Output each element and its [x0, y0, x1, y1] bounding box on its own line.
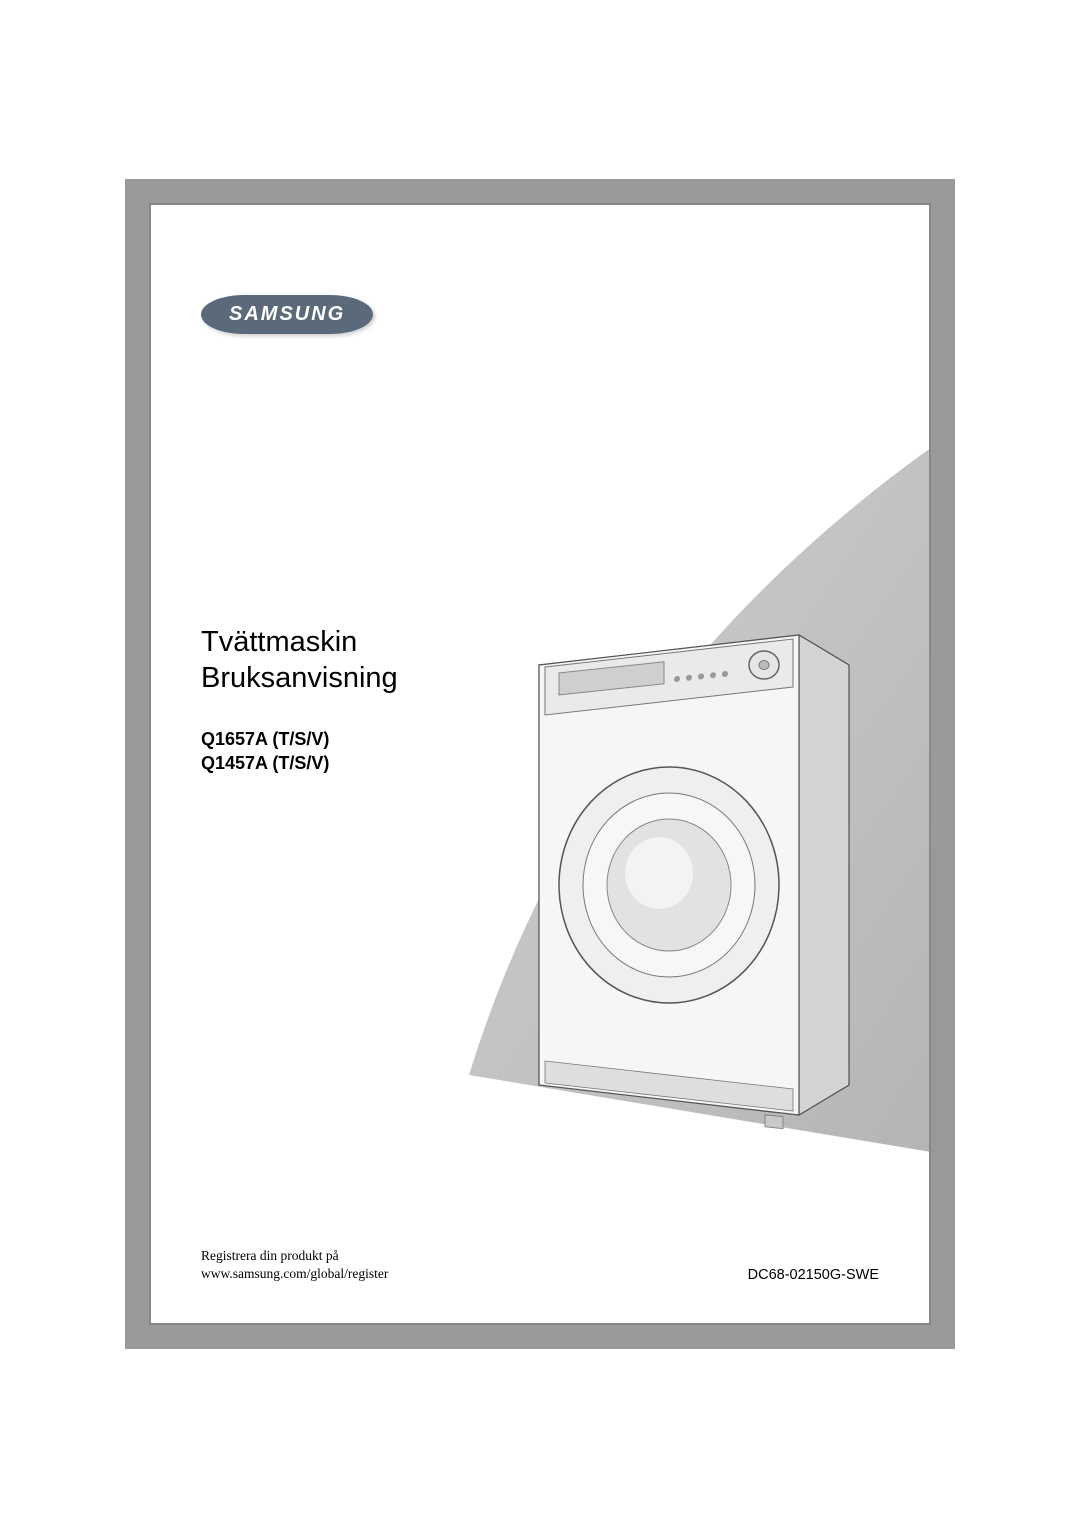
title-line-2: Bruksanvisning [201, 660, 889, 696]
footer-register-url: www.samsung.com/global/register [201, 1265, 388, 1283]
title-line-1: Tvättmaskin [201, 624, 889, 660]
model-numbers-block: Q1657A (T/S/V) Q1457A (T/S/V) [201, 727, 889, 776]
footer-register-block: Registrera din produkt på www.samsung.co… [201, 1247, 388, 1283]
model-line-1: Q1657A (T/S/V) [201, 727, 889, 751]
footer: Registrera din produkt på www.samsung.co… [191, 1247, 889, 1293]
model-line-2: Q1457A (T/S/V) [201, 751, 889, 775]
content-layer: SAMSUNG Tvättmaskin Bruksanvisning Q1657… [191, 255, 889, 1293]
footer-doc-code: DC68-02150G-SWE [748, 1267, 879, 1283]
document-title-block: Tvättmaskin Bruksanvisning [201, 624, 889, 697]
footer-register-label: Registrera din produkt på [201, 1247, 388, 1265]
document-outer-frame: SAMSUNG Tvättmaskin Bruksanvisning Q1657… [125, 179, 955, 1349]
document-inner-frame: SAMSUNG Tvättmaskin Bruksanvisning Q1657… [149, 203, 931, 1325]
brand-logo: SAMSUNG [201, 295, 373, 334]
brand-logo-wrap: SAMSUNG [201, 295, 889, 334]
